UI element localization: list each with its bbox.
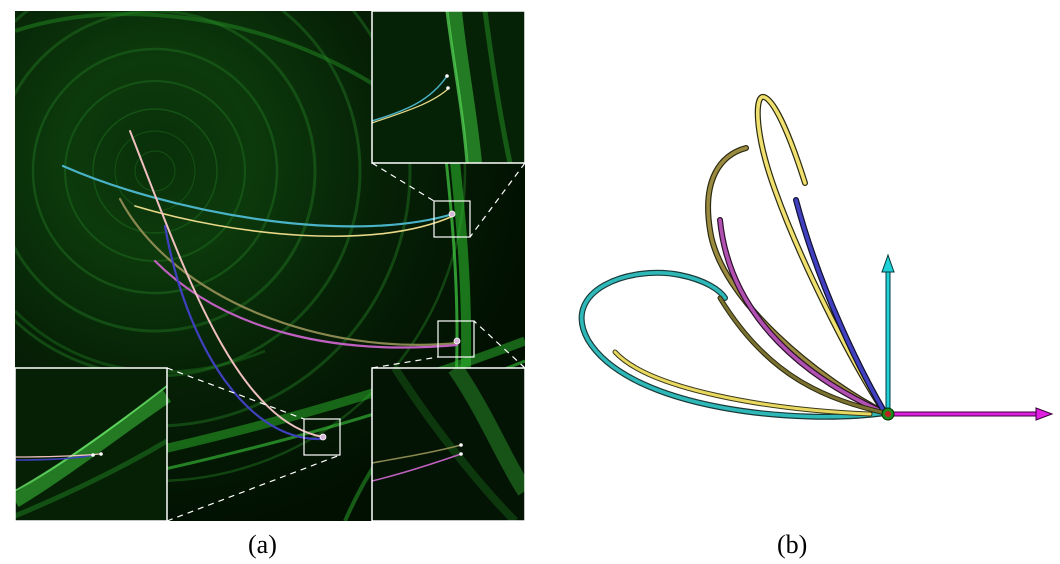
streamline-blue bbox=[163, 224, 323, 441]
streamline-olive bbox=[118, 197, 459, 346]
inset-top-right bbox=[371, 11, 525, 164]
caption-a: (a) bbox=[248, 530, 277, 559]
axes bbox=[881, 253, 1054, 421]
inset-bottom-left bbox=[15, 367, 171, 521]
endpoint-markers bbox=[319, 210, 461, 441]
streamline-yellow bbox=[134, 205, 454, 238]
zoom-box-bottom bbox=[303, 418, 341, 456]
tube-curves bbox=[578, 93, 888, 420]
streamline-cyan bbox=[61, 164, 455, 228]
streamlines bbox=[61, 130, 459, 441]
zoom-connectors bbox=[166, 162, 525, 521]
panel-b-curve-rendering bbox=[578, 93, 1054, 421]
streamline-pink bbox=[129, 130, 324, 438]
zoom-box-top bbox=[433, 200, 471, 238]
tube-cyan bbox=[578, 269, 888, 420]
panel-a-field-visualization bbox=[15, 11, 525, 521]
inset-bottom-right bbox=[371, 363, 525, 521]
zoom-boxes bbox=[303, 200, 475, 456]
axis-horizontal-arrowhead bbox=[1035, 407, 1054, 421]
tube-blue bbox=[793, 197, 888, 416]
streamline-purple bbox=[153, 259, 459, 349]
caption-b: (b) bbox=[777, 530, 808, 559]
zoom-box-middle bbox=[437, 320, 475, 358]
axis-vertical-arrowhead bbox=[881, 253, 895, 273]
